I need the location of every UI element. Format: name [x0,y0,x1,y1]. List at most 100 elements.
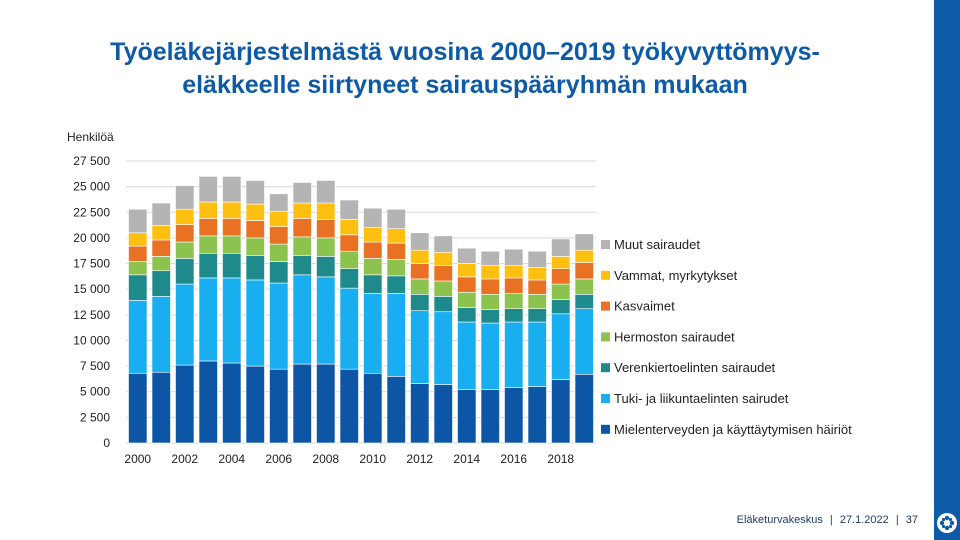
x-tick-label: 2000 [124,452,151,466]
bar-segment [151,256,171,272]
y-tick-label: 7 500 [80,359,110,373]
bar-segment [457,321,477,390]
bar-segment [504,321,524,388]
bar-segment [128,300,148,374]
bar-segment [527,321,547,387]
bar-segment [574,308,594,375]
bar-segment [175,208,195,225]
bar-segment [245,255,265,281]
x-tick-label: 2016 [500,452,527,466]
slide-title-line-1: Työeläkejärjestelmästä vuosina 2000–2019… [110,38,820,66]
y-axis-label: Henkilöä [67,130,114,144]
bar-segment [410,278,430,295]
bar-segment [574,373,594,444]
bar-segment [574,233,594,251]
legend-swatch [601,301,610,311]
bar-segment [128,245,148,262]
bar-segment [433,311,453,385]
bar-segment [480,278,500,295]
bar-segment [151,296,171,373]
y-tick-label: 20 000 [73,231,110,245]
bar-segment [339,234,359,252]
bar-segment [269,282,289,370]
bar-segment [316,180,336,204]
bar-segment [433,265,453,282]
bar-segment [363,372,383,444]
y-tick-label: 0 [103,436,110,450]
legend-swatch [601,240,610,249]
bar-segment [175,258,195,285]
bar-segment [527,294,547,309]
x-tick-label: 2012 [406,452,433,466]
slide-footer: Eläketurvakeskus | 27.1.2022 | 37 [700,514,920,526]
bar-segment [316,256,336,278]
bar-segment [504,292,524,309]
footer-organization: Eläketurvakeskus [736,514,823,526]
x-tick-label: 2018 [547,452,574,466]
bar-segment [363,207,383,228]
bar-segment [457,291,477,308]
bar-segment [386,208,406,229]
bar-segment [480,294,500,310]
bar-segment [457,263,477,278]
bar-segment [151,239,171,257]
y-tick-label: 5 000 [80,385,110,399]
bar-segment [198,252,218,279]
bar-segment [151,202,171,226]
bar-segment [269,261,289,284]
bar-segment [527,386,547,444]
bar-segment [339,287,359,370]
bar-segment [339,268,359,289]
legend-swatch [601,424,610,434]
bar-segment [551,283,571,300]
bar-segment [410,263,430,280]
bar-segment [551,379,571,444]
bar-segment [551,238,571,257]
bar-segment [292,236,312,256]
bar-segment [551,299,571,315]
bar-segment [269,210,289,227]
bar-segment [245,365,265,444]
bar-segment [574,278,594,295]
bar-segment [222,235,242,254]
bar-segment [410,232,430,251]
bar-segment [316,276,336,365]
y-tick-label: 17 500 [73,257,110,271]
legend-label: Muut sairaudet [614,237,700,252]
y-tick-label: 15 000 [73,282,110,296]
bar-segment [457,307,477,323]
legend-swatch [601,363,610,373]
x-tick-label: 2010 [359,452,386,466]
bar-segment [457,276,477,293]
x-tick-label: 2006 [265,452,292,466]
bar-segment [410,249,430,264]
bar-segment [363,292,383,374]
x-tick-label: 2014 [453,452,480,466]
y-tick-label: 12 500 [73,308,110,322]
legend-swatch [601,394,610,403]
legend-label: Tuki- ja liikuntaelinten sairudet [614,391,789,406]
bar-segment [457,247,477,264]
bar-segment [386,292,406,377]
bar-segment [480,309,500,324]
bar-segment [386,259,406,277]
bar-segment [457,389,477,444]
bar-segment [504,248,524,266]
bar-segment [222,277,242,364]
bar-segment [410,294,430,312]
bar-segment [386,275,406,294]
y-tick-label: 10 000 [73,333,110,347]
bar-segment [433,251,453,266]
bar-segment [128,261,148,276]
y-tick-label: 2 500 [80,410,110,424]
x-tick-label: 2002 [171,452,198,466]
bar-segment [551,268,571,285]
bar-segment [433,235,453,253]
bar-segment [292,255,312,276]
bar-segment [480,322,500,390]
bar-segment [527,308,547,323]
bar-segment [222,218,242,237]
bar-segment [551,313,571,380]
bar-segment [574,262,594,280]
bar-segment [245,237,265,256]
